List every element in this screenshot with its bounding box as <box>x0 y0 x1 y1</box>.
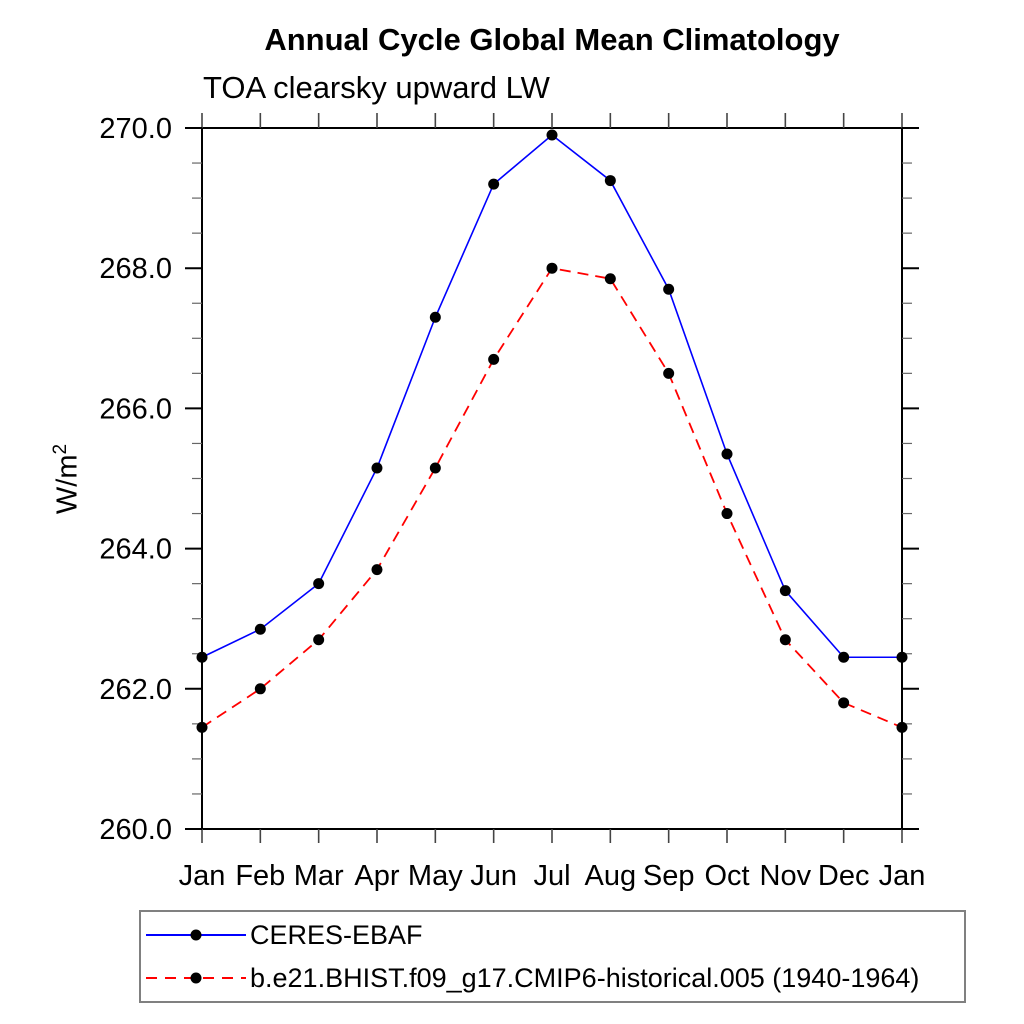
x-tick-label: Nov <box>760 860 812 892</box>
data-point-marker <box>779 585 791 597</box>
data-point-marker <box>546 262 558 274</box>
data-point-marker <box>896 651 908 663</box>
x-tick-label: May <box>408 860 463 892</box>
data-point-marker <box>663 283 675 295</box>
data-point-marker <box>429 311 441 323</box>
y-tick-label: 260.0 <box>99 814 172 846</box>
y-tick-label: 270.0 <box>99 113 172 145</box>
x-tick-label: Aug <box>585 860 637 892</box>
legend-label-ceres-ebaf: CERES-EBAF <box>250 920 423 950</box>
y-tick-label: 262.0 <box>99 674 172 706</box>
x-tick-label: Apr <box>354 860 399 892</box>
x-tick-label: Dec <box>818 860 870 892</box>
x-tick-label: Feb <box>235 860 285 892</box>
data-point-marker <box>838 697 850 709</box>
data-point-marker <box>604 175 616 187</box>
data-point-marker <box>371 564 383 576</box>
data-point-marker <box>313 578 325 590</box>
legend-line-dashed-icon <box>146 972 246 984</box>
y-tick-label: 264.0 <box>99 534 172 566</box>
data-point-marker <box>721 508 733 520</box>
data-point-marker <box>838 651 850 663</box>
data-point-marker <box>254 623 266 635</box>
data-point-marker <box>721 448 733 460</box>
legend-item-ceres-ebaf: CERES-EBAF <box>141 915 964 955</box>
data-point-marker <box>488 353 500 365</box>
legend-line-solid-icon <box>146 929 246 941</box>
data-point-marker <box>196 721 208 733</box>
data-point-marker <box>254 683 266 695</box>
y-tick-label: 266.0 <box>99 393 172 425</box>
x-tick-label: Sep <box>643 860 695 892</box>
data-point-marker <box>196 651 208 663</box>
x-tick-label: Jan <box>179 860 226 892</box>
series-line <box>201 267 903 729</box>
x-tick-label: Mar <box>294 860 344 892</box>
data-point-marker <box>896 721 908 733</box>
chart-subtitle: TOA clearsky upward LW <box>203 70 550 105</box>
y-tick-label: 268.0 <box>99 253 172 285</box>
data-point-marker <box>546 129 558 141</box>
data-point-marker <box>663 367 675 379</box>
chart-title: Annual Cycle Global Mean Climatology <box>264 22 840 57</box>
data-point-marker <box>779 634 791 646</box>
legend-item-model: b.e21.BHIST.f09_g17.CMIP6-historical.005… <box>141 958 964 998</box>
legend: CERES-EBAF b.e21.BHIST.f09_g17.CMIP6-his… <box>139 910 966 1003</box>
x-tick-label: Jun <box>470 860 517 892</box>
data-point-marker <box>488 178 500 190</box>
series-line <box>201 133 902 659</box>
data-point-marker <box>371 462 383 474</box>
x-tick-label: Jan <box>879 860 926 892</box>
data-point-marker <box>313 634 325 646</box>
data-point-marker <box>429 462 441 474</box>
x-tick-label: Oct <box>704 860 749 892</box>
legend-label-model: b.e21.BHIST.f09_g17.CMIP6-historical.005… <box>250 963 920 993</box>
x-tick-label: Jul <box>533 860 570 892</box>
data-point-marker <box>604 273 616 285</box>
